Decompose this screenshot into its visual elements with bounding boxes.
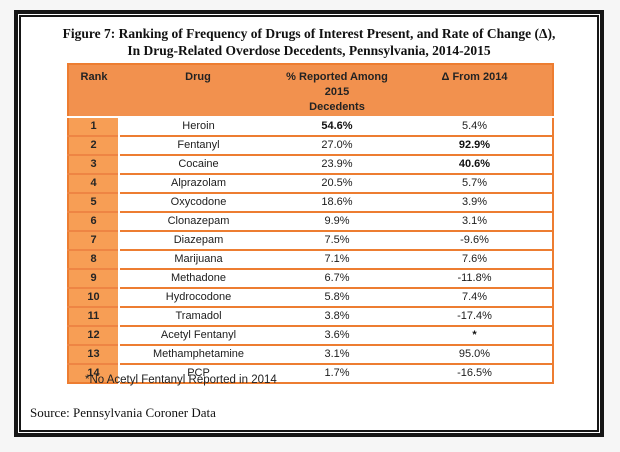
header-pct: % Reported Among 2015 Decedents: [277, 64, 397, 117]
pct-cell: 5.8%: [277, 287, 397, 307]
header-pct-line1: % Reported Among 2015: [286, 71, 388, 98]
rank-cell: 3: [68, 154, 120, 174]
rank-cell: 10: [68, 287, 120, 307]
rank-cell: 5: [68, 192, 120, 212]
table-row: 2 Fentanyl 27.0% 92.9%: [68, 135, 553, 155]
rank-cell: 6: [68, 211, 120, 231]
table-row: 13 Methamphetamine 3.1% 95.0%: [68, 344, 553, 364]
drug-table-body: 1 Heroin 54.6% 5.4% 2 Fentanyl 27.0% 92.9% 3 Coca…: [68, 116, 553, 383]
table-header: Rank Drug % Reported Among 2015 Decedent…: [68, 64, 553, 117]
figure-title-line1: Figure 7: Ranking of Frequency of Drugs …: [62, 26, 556, 41]
rank-cell: 2: [68, 135, 120, 155]
delta-cell: 7.6%: [397, 249, 553, 269]
pct-cell: 1.7%: [277, 363, 397, 383]
drug-cell: Acetyl Fentanyl: [119, 325, 277, 345]
table-row: 8 Marijuana 7.1% 7.6%: [68, 249, 553, 269]
drug-cell: Methadone: [119, 268, 277, 288]
drug-cell: Fentanyl: [119, 135, 277, 155]
drug-frequency-table: Rank Drug % Reported Among 2015 Decedent…: [67, 63, 554, 384]
header-delta: Δ From 2014: [397, 64, 553, 117]
table-row: 3 Cocaine 23.9% 40.6%: [68, 154, 553, 174]
delta-cell: -16.5%: [397, 363, 553, 383]
drug-cell: Hydrocodone: [119, 287, 277, 307]
drug-cell: Heroin: [119, 116, 277, 136]
table-row: 12 Acetyl Fentanyl 3.6% *: [68, 325, 553, 345]
table-row: 1 Heroin 54.6% 5.4%: [68, 116, 553, 136]
pct-cell: 6.7%: [277, 268, 397, 288]
pct-cell: 9.9%: [277, 211, 397, 231]
pct-cell: 20.5%: [277, 173, 397, 193]
table-row: 6 Clonazepam 9.9% 3.1%: [68, 211, 553, 231]
pct-cell: 3.1%: [277, 344, 397, 364]
pct-cell: 54.6%: [277, 116, 397, 136]
delta-cell: 95.0%: [397, 344, 553, 364]
delta-cell: 7.4%: [397, 287, 553, 307]
pct-cell: 7.5%: [277, 230, 397, 250]
drug-cell: Oxycodone: [119, 192, 277, 212]
delta-cell: 3.9%: [397, 192, 553, 212]
rank-cell: 8: [68, 249, 120, 269]
drug-cell: PCP: [119, 363, 277, 383]
rank-cell: 13: [68, 344, 120, 364]
rank-cell: 4: [68, 173, 120, 193]
header-pct-line2: Decedents: [309, 101, 365, 113]
pct-cell: 27.0%: [277, 135, 397, 155]
pct-cell: 23.9%: [277, 154, 397, 174]
pct-cell: 7.1%: [277, 249, 397, 269]
drug-cell: Marijuana: [119, 249, 277, 269]
table-row: 4 Alprazolam 20.5% 5.7%: [68, 173, 553, 193]
table-row: 7 Diazepam 7.5% -9.6%: [68, 230, 553, 250]
rank-cell: 12: [68, 325, 120, 345]
table-row: 14 PCP 1.7% -16.5%: [68, 363, 553, 383]
rank-cell: 7: [68, 230, 120, 250]
rank-cell: 11: [68, 306, 120, 326]
rank-cell: 14: [68, 363, 120, 383]
rank-cell: 1: [68, 116, 120, 136]
drug-cell: Diazepam: [119, 230, 277, 250]
pct-cell: 3.8%: [277, 306, 397, 326]
table-row: 10 Hydrocodone 5.8% 7.4%: [68, 287, 553, 307]
table-row: 9 Methadone 6.7% -11.8%: [68, 268, 553, 288]
delta-cell: 92.9%: [397, 135, 553, 155]
table-row: 11 Tramadol 3.8% -17.4%: [68, 306, 553, 326]
pct-cell: 3.6%: [277, 325, 397, 345]
figure-title: Figure 7: Ranking of Frequency of Drugs …: [21, 25, 597, 59]
drug-cell: Alprazolam: [119, 173, 277, 193]
delta-cell: *: [397, 325, 553, 345]
figure-title-line2: In Drug-Related Overdose Decedents, Penn…: [127, 43, 491, 58]
table-footnote: *No Acetyl Fentanyl Reported in 2014: [85, 374, 277, 386]
source-text: Source: Pennsylvania Coroner Data: [30, 405, 216, 420]
delta-cell: 5.7%: [397, 173, 553, 193]
figure-frame: Figure 7: Ranking of Frequency of Drugs …: [14, 10, 604, 437]
delta-cell: -9.6%: [397, 230, 553, 250]
drug-cell: Cocaine: [119, 154, 277, 174]
delta-cell: 5.4%: [397, 116, 553, 136]
figure-frame-inner: Figure 7: Ranking of Frequency of Drugs …: [19, 15, 599, 432]
rank-cell: 9: [68, 268, 120, 288]
header-drug: Drug: [119, 64, 277, 117]
delta-cell: -11.8%: [397, 268, 553, 288]
drug-cell: Methamphetamine: [119, 344, 277, 364]
header-rank: Rank: [68, 64, 119, 117]
table-row: 5 Oxycodone 18.6% 3.9%: [68, 192, 553, 212]
drug-cell: Tramadol: [119, 306, 277, 326]
delta-cell: 3.1%: [397, 211, 553, 231]
delta-cell: -17.4%: [397, 306, 553, 326]
delta-cell: 40.6%: [397, 154, 553, 174]
pct-cell: 18.6%: [277, 192, 397, 212]
drug-cell: Clonazepam: [119, 211, 277, 231]
